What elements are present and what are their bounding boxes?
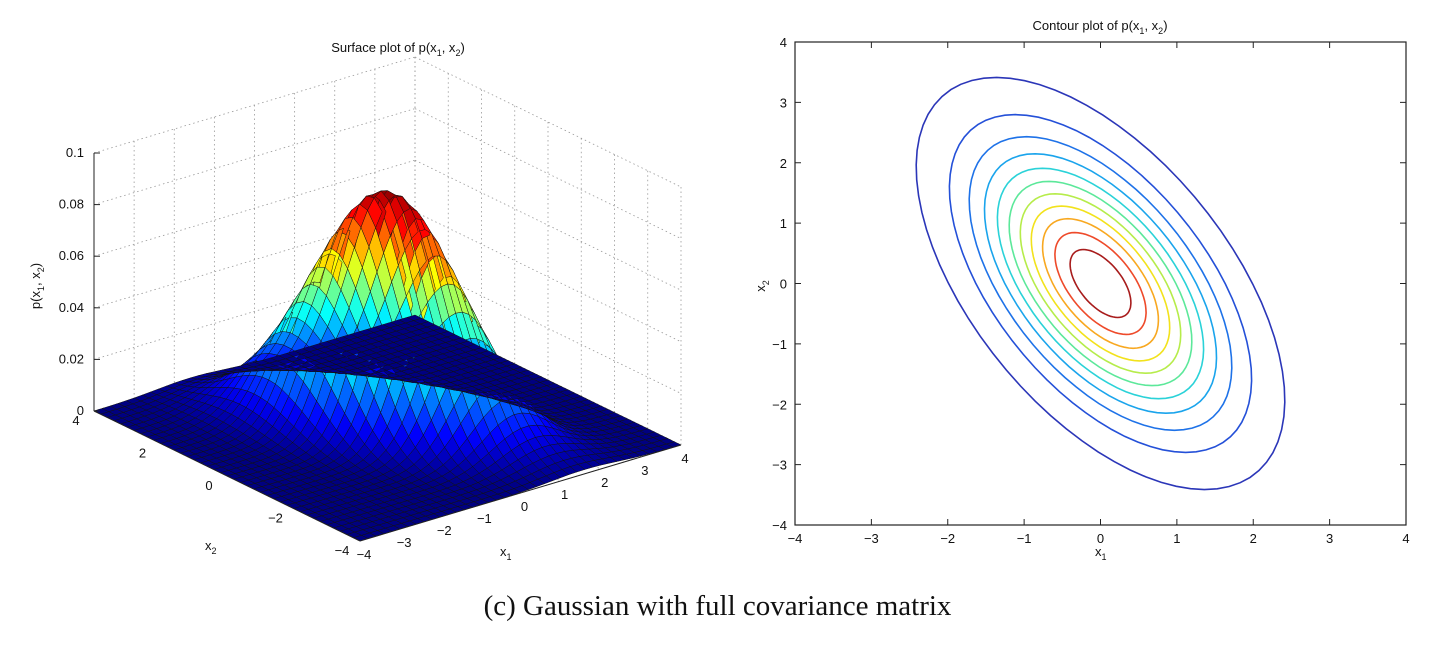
contour-x-tick-label: 4 xyxy=(1402,531,1409,546)
surface-z-tick-label: 0.1 xyxy=(66,145,84,160)
surface-x-tick-label: 0 xyxy=(521,499,528,514)
surface-z-tick-label: 0.02 xyxy=(59,351,84,366)
contour-line xyxy=(996,167,1205,400)
contour-xlabel: x1 xyxy=(1095,544,1107,562)
figure: Surface plot of p(x1, x2) 00.020.040.060… xyxy=(28,18,1410,562)
surface-y-tick-label: −2 xyxy=(268,511,283,526)
contour-title: Contour plot of p(x1, x2) xyxy=(1032,18,1167,36)
surface-plot: Surface plot of p(x1, x2) 00.020.040.060… xyxy=(28,40,689,562)
contour-x-tick-label: 2 xyxy=(1250,531,1257,546)
surface-x-tick-label: −4 xyxy=(357,547,372,562)
contour-line xyxy=(1054,231,1147,336)
surface-zlabel: p(x1, x2) xyxy=(28,263,46,309)
surface-axes xyxy=(93,153,682,542)
surface-ylabel: x2 xyxy=(205,538,217,556)
surface-x-tick-label: −3 xyxy=(397,535,412,550)
surface-x-tick-label: 3 xyxy=(641,463,648,478)
contour-x-tick-label: 1 xyxy=(1173,531,1180,546)
surface-x-tick-label: 4 xyxy=(681,451,688,466)
surface-y-tick-label: 0 xyxy=(205,478,212,493)
surface-y-tick-label: 4 xyxy=(72,413,79,428)
contour-line xyxy=(1069,248,1132,319)
contour-y-tick-label: −2 xyxy=(772,397,787,412)
surface-z-tick-label: 0.06 xyxy=(59,248,84,263)
contour-y-tick-label: 1 xyxy=(780,216,787,231)
contour-y-tick-label: 4 xyxy=(780,35,787,50)
surface-x-tick-label: 2 xyxy=(601,475,608,490)
contour-lines xyxy=(915,76,1286,491)
surface-y-tick-label: 2 xyxy=(139,446,146,461)
contour-y-tick-label: −1 xyxy=(772,337,787,352)
contour-ylabel: x2 xyxy=(753,280,771,292)
contour-y-tick-label: 2 xyxy=(780,156,787,171)
contour-x-tick-label: 3 xyxy=(1326,531,1333,546)
contour-line xyxy=(915,76,1286,491)
contour-line xyxy=(1041,217,1160,350)
surface-x-tick-label: 1 xyxy=(561,487,568,502)
surface-tick-labels: 0 0.02 0.04 0.06 0.08 0.1 −4 −3 −2 −1 0 1 2 3 4 −4 −2 0 2 4 xyxy=(59,145,689,562)
contour-x-tick-label: −4 xyxy=(788,531,803,546)
surface-x-tick-label: −2 xyxy=(437,523,452,538)
contour-line xyxy=(968,135,1233,432)
contour-y-tick-label: 3 xyxy=(780,95,787,110)
contour-plot: Contour plot of p(x1, x2) −4 −3 −2 −1 0 1 2 3 4−… xyxy=(753,18,1410,562)
contour-line xyxy=(948,113,1253,454)
contour-y-tick-label: −4 xyxy=(772,518,787,533)
contour-line xyxy=(1030,205,1171,362)
surface-z-tick-label: 0.04 xyxy=(59,300,84,315)
contour-line xyxy=(1008,180,1193,387)
surface-z-tick-label: 0 xyxy=(77,403,84,418)
contour-line xyxy=(1019,192,1182,375)
contour-ticks: −4 −3 −2 −1 0 1 2 3 4 −4 −3 −2 −1 0 1 2 3 4 xyxy=(772,35,1409,546)
contour-y-tick-label: 0 xyxy=(780,277,787,292)
figure-caption: (c) Gaussian with full covariance matrix xyxy=(483,590,952,622)
contour-line xyxy=(983,152,1218,415)
surface-y-tick-label: −4 xyxy=(335,543,350,558)
contour-x-tick-label: −2 xyxy=(940,531,955,546)
surface-z-tick-label: 0.08 xyxy=(59,197,84,212)
contour-y-tick-label: −3 xyxy=(772,458,787,473)
contour-x-tick-label: 0 xyxy=(1097,531,1104,546)
contour-x-tick-label: −3 xyxy=(864,531,879,546)
surface-x-tick-label: −1 xyxy=(477,511,492,526)
surface-xlabel: x1 xyxy=(500,544,512,562)
surface-mesh xyxy=(93,190,682,542)
contour-x-tick-label: −1 xyxy=(1017,531,1032,546)
surface-title: Surface plot of p(x1, x2) xyxy=(331,40,465,58)
